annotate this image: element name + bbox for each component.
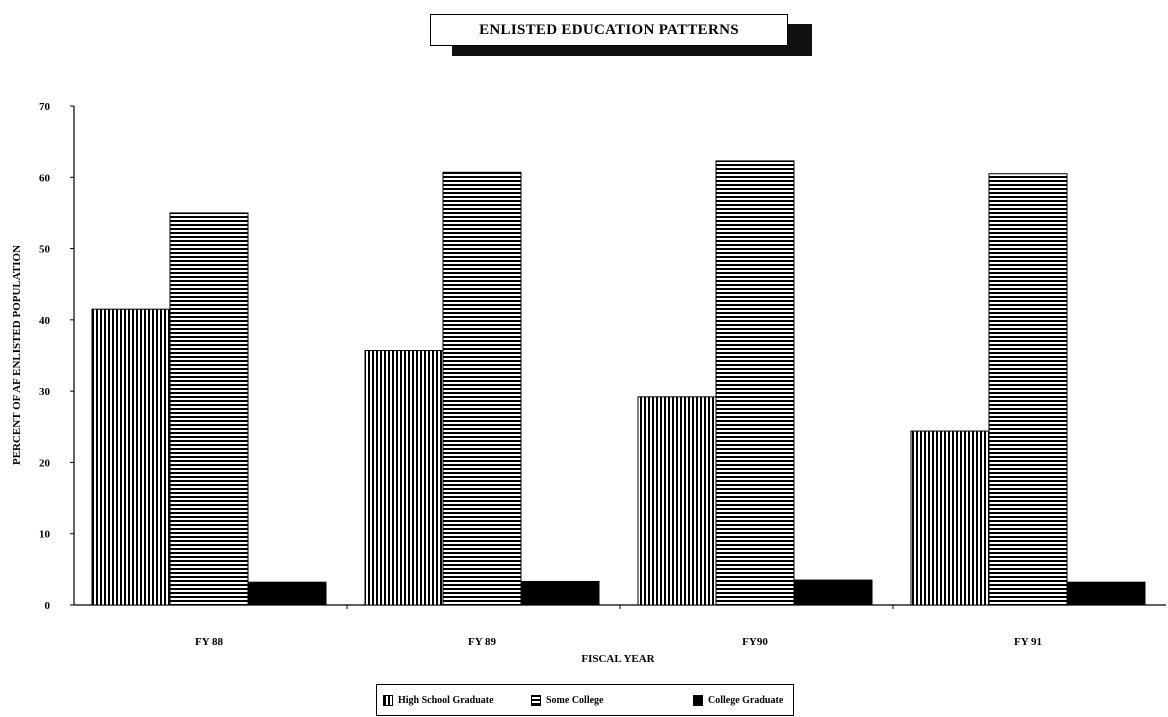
legend-swatch-vertical-stripes bbox=[383, 694, 393, 706]
bar-chart: 0 10 20 30 40 50 60 70 FY 88 FY 89 FY90 FY 91 FISCA… bbox=[11, 101, 1166, 665]
bar-some-college-fy90 bbox=[715, 160, 795, 606]
x-axis-title: FISCAL YEAR bbox=[581, 653, 655, 665]
legend-swatch-horizontal-stripes bbox=[531, 694, 541, 706]
x-tick-label: FY 89 bbox=[468, 636, 497, 648]
y-tick-label: 30 bbox=[39, 386, 51, 398]
legend-item-some-college: Some College bbox=[531, 694, 693, 706]
legend-item-college-graduate: College Graduate bbox=[693, 694, 784, 706]
bar-college-graduate-fy-89 bbox=[520, 580, 600, 606]
legend-item-high-school: High School Graduate bbox=[383, 694, 531, 706]
bar-high-school-graduate-fy-91 bbox=[910, 430, 990, 606]
chart-title-box: ENLISTED EDUCATION PATTERNS bbox=[430, 14, 812, 56]
bar-high-school-graduate-fy-89 bbox=[364, 350, 444, 606]
legend-label-college-graduate: College Graduate bbox=[708, 694, 784, 706]
y-axis-title: PERCENT OF AF ENLISTED POPULATION bbox=[11, 245, 23, 465]
bar-high-school-graduate-fy90 bbox=[637, 396, 717, 606]
legend: High School Graduate Some College Colleg… bbox=[376, 684, 794, 716]
bar-high-school-graduate-fy-88 bbox=[91, 308, 171, 606]
x-tick-label: FY 91 bbox=[1014, 636, 1042, 648]
bar-college-graduate-fy90 bbox=[793, 579, 873, 606]
y-tick-label: 60 bbox=[39, 172, 51, 184]
y-tick-label: 40 bbox=[39, 315, 51, 327]
x-tick-label: FY90 bbox=[742, 636, 768, 648]
y-tick-label: 0 bbox=[45, 600, 51, 612]
bar-some-college-fy-88 bbox=[169, 212, 249, 606]
legend-label-some-college: Some College bbox=[546, 694, 604, 706]
bar-college-graduate-fy-91 bbox=[1066, 581, 1146, 606]
y-tick-label: 70 bbox=[39, 101, 51, 113]
legend-swatch-solid bbox=[693, 694, 703, 706]
bar-some-college-fy-91 bbox=[988, 173, 1068, 606]
y-tick-label: 50 bbox=[39, 244, 51, 256]
y-tick-label: 20 bbox=[39, 457, 51, 469]
bar-some-college-fy-89 bbox=[442, 171, 522, 606]
y-tick-label: 10 bbox=[39, 529, 51, 541]
x-tick-label: FY 88 bbox=[195, 636, 224, 648]
bar-college-graduate-fy-88 bbox=[247, 581, 327, 606]
chart-title: ENLISTED EDUCATION PATTERNS bbox=[430, 14, 788, 46]
legend-label-high-school: High School Graduate bbox=[398, 694, 494, 706]
